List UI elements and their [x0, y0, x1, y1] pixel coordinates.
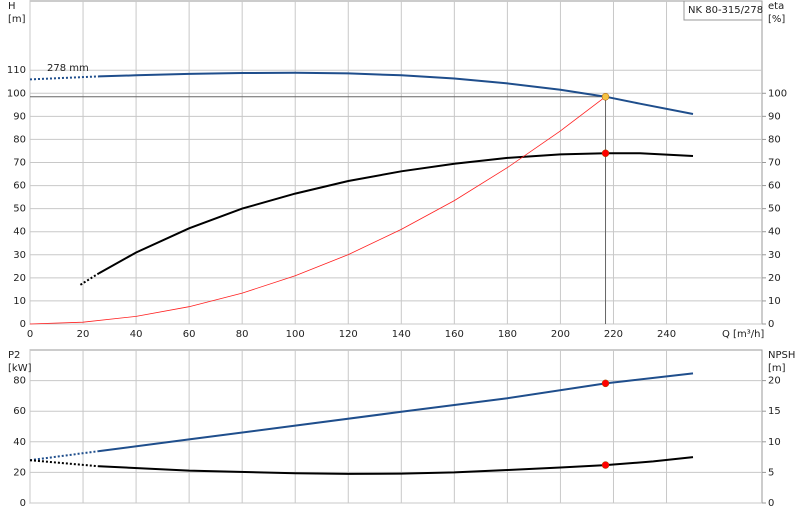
y2-tick-label: 80: [768, 134, 781, 145]
x-tick-label: 160: [445, 329, 464, 340]
y2-tick-label: 90: [768, 111, 781, 122]
y-tick-label: 40: [13, 227, 26, 238]
y2-tick-label: 50: [768, 204, 781, 215]
operating-point: [601, 149, 610, 158]
y2-tick-label: 10: [768, 296, 781, 307]
y-tick-label: 60: [13, 181, 26, 192]
y2-axis-label: eta: [768, 1, 784, 12]
y2-tick-label: 20: [768, 376, 781, 387]
y-tick-label: 20: [13, 273, 26, 284]
y-tick-label: 80: [13, 134, 26, 145]
label-box: [683, 0, 763, 21]
y-axis-label: H: [8, 1, 16, 12]
y-tick-label: 10: [13, 296, 26, 307]
y2-tick-label: 10: [768, 437, 781, 448]
y-axis-label: [m]: [8, 14, 26, 25]
plot-frame: [29, 349, 763, 504]
curve: [29, 459, 100, 468]
x-tick-label: 20: [77, 329, 90, 340]
curve-label: 278 mm: [47, 63, 89, 74]
y-tick-label: 0: [20, 319, 26, 330]
curve: [29, 96, 606, 325]
y-tick-label: 90: [13, 111, 26, 122]
y2-tick-label: 30: [768, 250, 781, 261]
y2-tick-label: 20: [768, 273, 781, 284]
y-tick-label: 60: [13, 406, 26, 417]
y-tick-label: 40: [13, 437, 26, 448]
x-tick-label: 240: [657, 329, 676, 340]
y2-tick-label: 15: [768, 406, 781, 417]
y2-tick-label: 0: [768, 319, 774, 330]
y2-axis-label: [m]: [768, 363, 786, 374]
y2-axis-label: NPSH: [768, 350, 795, 361]
operating-point: [601, 461, 610, 469]
x-axis-label: Q [m³/h]: [722, 329, 764, 340]
x-tick-label: 220: [604, 329, 623, 340]
y-tick-label: 20: [13, 467, 26, 478]
y2-tick-label: 0: [768, 498, 774, 509]
y2-tick-label: 60: [768, 181, 781, 192]
y-tick-label: 80: [13, 376, 26, 387]
label-box-text: NK 80-315/278: [688, 5, 763, 16]
curve: [29, 75, 100, 81]
y-axis-label: P2: [8, 350, 20, 361]
curve: [29, 450, 100, 462]
x-tick-label: 0: [27, 329, 33, 340]
x-tick-label: 40: [130, 329, 143, 340]
operating-point: [601, 92, 610, 101]
curve: [98, 456, 694, 475]
y-tick-label: 110: [7, 65, 26, 76]
y-tick-label: 100: [7, 88, 26, 99]
x-tick-label: 60: [183, 329, 196, 340]
y-axis-label: [kW]: [8, 363, 32, 374]
y2-tick-label: 40: [768, 227, 781, 238]
x-tick-label: 180: [498, 329, 517, 340]
x-tick-label: 140: [392, 329, 411, 340]
y-tick-label: 70: [13, 158, 26, 169]
operating-point: [601, 379, 610, 388]
y-tick-label: 50: [13, 204, 26, 215]
y2-tick-label: 5: [768, 467, 774, 478]
y2-axis-label: [%]: [768, 14, 785, 25]
y-tick-label: 0: [20, 498, 26, 509]
y2-tick-label: 70: [768, 158, 781, 169]
x-tick-label: 120: [339, 329, 358, 340]
x-tick-label: 100: [286, 329, 305, 340]
x-tick-label: 200: [551, 329, 570, 340]
y2-tick-label: 100: [768, 88, 787, 99]
x-tick-label: 80: [236, 329, 249, 340]
y-tick-label: 30: [13, 250, 26, 261]
